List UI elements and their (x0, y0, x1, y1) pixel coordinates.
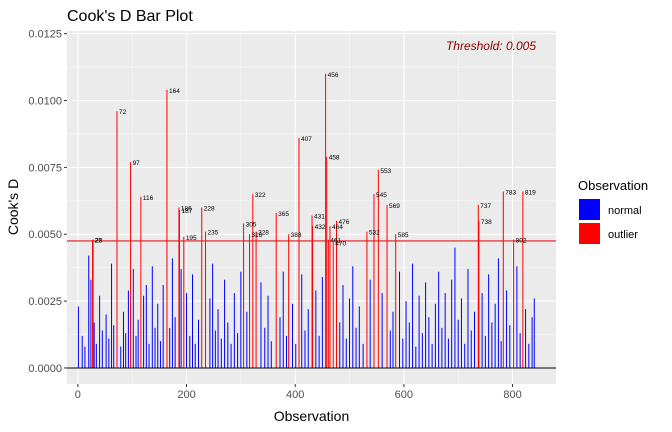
y-tick-label: 0.0000 (28, 363, 62, 375)
outlier-label: 431 (314, 214, 325, 221)
outlier-label: 28 (95, 238, 103, 245)
outlier-label: 328 (258, 230, 269, 237)
outlier-label: 476 (338, 219, 349, 226)
outlier-label: 195 (186, 235, 197, 242)
outlier-label: 228 (204, 206, 215, 213)
y-tick-label: 0.0025 (28, 296, 62, 308)
x-tick-label: 600 (395, 389, 413, 401)
outlier-label: 464 (332, 224, 343, 231)
x-tick-label: 400 (286, 389, 304, 401)
outlier-label: 545 (376, 192, 387, 199)
x-tick-label: 800 (503, 389, 521, 401)
legend-label-normal: normal (608, 205, 642, 217)
outlier-label: 432 (315, 224, 326, 231)
outlier-label: 819 (525, 189, 536, 196)
outlier-label: 407 (301, 136, 312, 143)
y-tick-label: 0.0075 (28, 162, 62, 174)
chart-title: Cook's D Bar Plot (67, 8, 193, 25)
outlier-label: 532 (369, 230, 380, 237)
outlier-label: 783 (505, 189, 516, 196)
outlier-label: 456 (328, 72, 339, 79)
legend: Observation normal outlier (578, 178, 648, 244)
outlier-label: 388 (291, 232, 302, 239)
y-axis-ticks: 0.0000 0.0025 0.0050 0.0075 0.0100 0.0125 (28, 29, 67, 375)
outlier-label: 738 (481, 219, 492, 226)
outlier-label: 116 (143, 195, 154, 202)
outlier-label: 235 (208, 230, 219, 237)
outlier-label: 305 (246, 222, 257, 229)
outlier-label: 458 (329, 155, 340, 162)
legend-swatch-outlier (579, 223, 600, 244)
outlier-label: 97 (133, 160, 141, 167)
legend-label-outlier: outlier (608, 229, 638, 241)
outlier-label: 187 (181, 208, 192, 215)
x-tick-label: 200 (177, 389, 195, 401)
y-tick-label: 0.0125 (28, 29, 62, 41)
x-axis-label: Observation (274, 408, 349, 424)
legend-swatch-normal (579, 199, 600, 220)
outlier-label: 737 (480, 203, 491, 210)
y-axis-label: Cook's D (5, 179, 21, 235)
outlier-label: 470 (335, 240, 346, 247)
bars (67, 73, 556, 369)
outlier-label: 569 (389, 203, 400, 210)
x-tick-label: 0 (75, 389, 81, 401)
outlier-label: 365 (278, 211, 289, 218)
outlier-label: 316 (252, 232, 263, 239)
outlier-label: 27 (95, 238, 103, 245)
outlier-label: 553 (380, 168, 391, 175)
outlier-label: 72 (119, 109, 127, 116)
outlier-label: 802 (516, 238, 527, 245)
y-tick-label: 0.0050 (28, 229, 62, 241)
outlier-label: 461 (330, 238, 341, 245)
outlier-label: 186 (181, 206, 192, 213)
threshold-annotation: Threshold: 0.005 (446, 39, 536, 53)
x-axis-ticks: 0 200 400 600 800 (75, 384, 522, 401)
legend-title: Observation (578, 178, 648, 193)
outlier-label: 164 (169, 88, 180, 95)
outlier-label: 322 (255, 192, 266, 199)
y-tick-label: 0.0100 (28, 96, 62, 108)
outlier-label: 585 (398, 232, 409, 239)
